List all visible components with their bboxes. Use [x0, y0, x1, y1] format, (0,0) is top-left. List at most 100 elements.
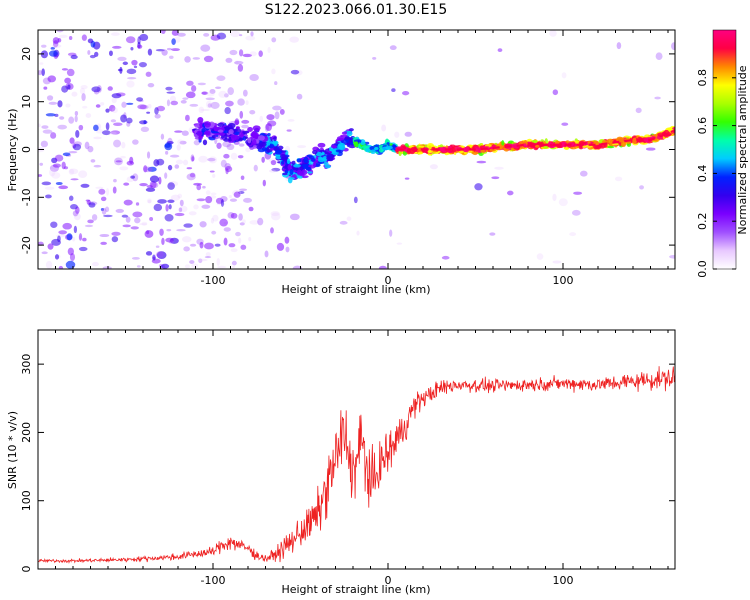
spectrogram-ridge-blob [225, 125, 230, 131]
spectrogram-blob [115, 208, 124, 213]
spectrogram-blob [153, 203, 163, 212]
spectrogram-blob [136, 265, 141, 268]
spectrogram-blob [189, 243, 197, 247]
spectrogram-blob [165, 86, 173, 91]
spectrogram-blob [150, 182, 159, 189]
spectrogram-blob [79, 87, 86, 95]
spectrogram-ridge-blob [256, 138, 260, 144]
spectrogram-blob [69, 253, 76, 262]
spectrogram-blob [242, 53, 253, 58]
spectrogram-blob [497, 48, 503, 53]
spectrogram-blob [614, 176, 623, 182]
spectrogram-blob [71, 91, 78, 97]
spectrogram-blob [209, 89, 216, 95]
spectrogram-blob [182, 97, 189, 100]
spectrogram-ridge-blob [348, 128, 354, 132]
spectrogram-blob [78, 170, 88, 179]
spectrogram-blob [58, 230, 68, 235]
spectrogram-blob [149, 217, 154, 222]
spectrogram-blob [235, 231, 241, 237]
spectrogram-blob [169, 154, 180, 158]
spectrogram-blob [193, 204, 199, 210]
spectrogram-blob [171, 38, 176, 45]
spectrogram-blob [243, 197, 252, 203]
spectrogram-blob [57, 124, 68, 130]
spectrogram-blob [132, 173, 139, 182]
spectrogram-blob [72, 237, 76, 242]
spectrogram-blob [174, 164, 180, 169]
spectrogram-blob [105, 108, 110, 113]
spectrogram-blob [135, 202, 140, 206]
spectrogram-blob [51, 44, 62, 48]
spectrogram-blob [238, 213, 243, 221]
spectrogram-ridge-blob [632, 137, 637, 144]
spectrogram-blob [136, 97, 144, 102]
snr-ytick-label: 0 [20, 566, 33, 573]
spectrogram-ridge-blob [373, 144, 380, 148]
spectrogram-blob [211, 230, 217, 235]
spectrogram-blob [200, 44, 211, 52]
spectrogram-blob [227, 87, 234, 96]
colorbar-tick-label: 0.4 [696, 165, 709, 183]
spectrogram-blob [205, 252, 211, 257]
spectrogram-blob [101, 130, 111, 136]
spectrogram-blob [216, 32, 227, 40]
spectrogram-blob [238, 143, 245, 147]
spectrogram-blob [158, 176, 162, 185]
spectrogram-blob [78, 246, 88, 252]
spectrogram-ridge-blob [418, 145, 425, 148]
spectrogram-blob [174, 130, 183, 133]
colorbar-bar [712, 29, 737, 270]
spectrogram-blob [229, 198, 238, 202]
spectrogram-ridge-blob [578, 140, 585, 145]
spectrogram-blob [274, 81, 278, 86]
snr-xtick-label: -100 [201, 574, 226, 587]
spectrogram-blob [249, 110, 256, 115]
spectrogram-ridge-blob [292, 167, 299, 171]
spectrogram-blob [98, 188, 106, 195]
spectrogram-blob [225, 100, 234, 107]
spectrogram-blob [126, 80, 135, 88]
spectrogram-ridge-core [396, 129, 675, 151]
spectrogram-blob [61, 85, 69, 93]
spectrogram-blob [161, 49, 168, 56]
spectrogram-blob [68, 151, 78, 154]
spectrogram-blob [182, 159, 189, 166]
spectrogram-blob [92, 261, 99, 267]
spectrogram-blob [164, 213, 174, 222]
spectrogram-blob [134, 217, 141, 224]
spectrogram-blob [55, 181, 63, 186]
spectrogram-blob [491, 176, 500, 180]
spectrogram-blob [75, 129, 80, 138]
spectrogram-blob [131, 257, 140, 260]
spectrogram-blob [198, 155, 208, 163]
spectrogram-blob [43, 86, 48, 90]
spectrogram-ridge-blob [464, 146, 470, 153]
spectrogram-blob [215, 86, 222, 90]
spectrogram-blob [177, 139, 184, 145]
snr-axes: -100 0 100 0 100 200 300 [20, 330, 675, 587]
spectrogram-blob [141, 221, 148, 226]
spectrogram-blob [205, 196, 213, 204]
spectrogram-blob [106, 188, 110, 196]
spectrogram-ridge-blob [326, 155, 334, 161]
spectrogram-blob [655, 52, 663, 61]
spectrogram-blob [52, 163, 61, 168]
spectrogram-blob [157, 199, 167, 204]
spectrogram-blob [170, 100, 179, 106]
spectrogram-blob [111, 97, 117, 104]
spectrogram-blob [265, 123, 272, 131]
spectrogram-blob [168, 204, 172, 210]
spectrogram-blob [569, 232, 577, 237]
spectrogram-blob [130, 47, 134, 51]
spectrogram-blob [155, 245, 160, 248]
spectrogram-blob [49, 168, 56, 177]
spectrogram-blob [69, 168, 79, 175]
spectrogram-blob [110, 130, 121, 135]
spectrogram-ridge-blob [306, 171, 313, 174]
spectrogram-ridge-blob [362, 145, 369, 149]
spectrogram-blob [200, 108, 210, 112]
spectrogram-blob [58, 185, 69, 190]
spectrogram-blob [188, 211, 197, 216]
spectrogram-blob [258, 50, 263, 57]
